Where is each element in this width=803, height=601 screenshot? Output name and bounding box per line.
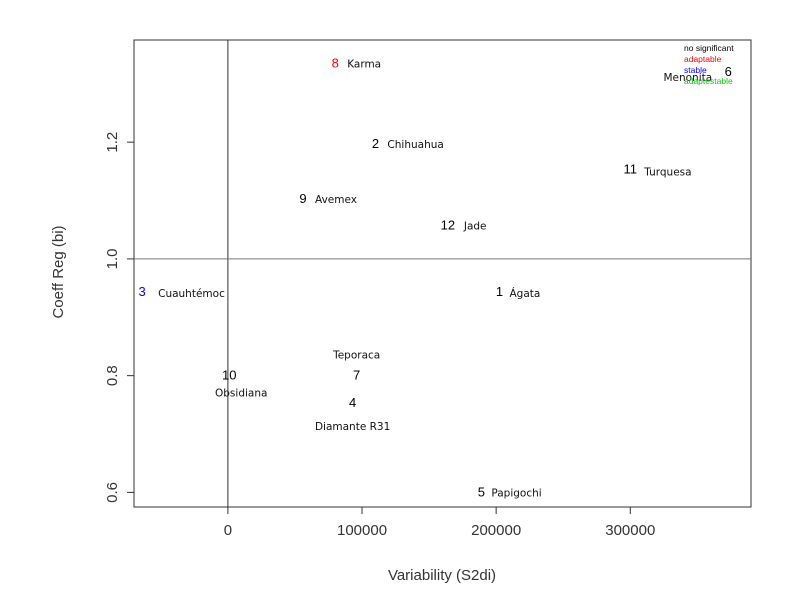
point-number-label: 9 — [299, 191, 306, 206]
point-number-label: 12 — [441, 218, 455, 233]
data-point: 5 Papigochi — [478, 484, 542, 499]
point-number-label: 7 — [353, 368, 360, 383]
point-number-label: 3 — [139, 284, 146, 299]
data-point: 7 Teporaca — [332, 350, 380, 383]
legend-entry: adaptable — [684, 54, 722, 64]
point-number-label: 8 — [332, 55, 339, 70]
data-point: 4 Diamante R31 — [315, 395, 390, 433]
point-number-label: 5 — [478, 484, 485, 499]
point-number-label: 10 — [222, 368, 236, 383]
point-number-label: 2 — [372, 136, 379, 151]
data-point: 11 Turquesa — [624, 162, 692, 179]
data-point: 12 Jade — [441, 218, 487, 233]
point-number-label: 1 — [496, 284, 503, 299]
y-axis-title: Coeff Reg (bi) — [50, 225, 67, 318]
data-point: 3 Cuauhtémoc — [139, 284, 226, 300]
point-name-label: Turquesa — [643, 167, 691, 179]
point-name-label: Menonita — [663, 72, 712, 84]
legend-entry: stable — [684, 65, 707, 75]
x-axis-title: Variability (S2di) — [388, 567, 496, 584]
data-point: 6 Menonita — [663, 64, 731, 84]
point-name-label: Diamante R31 — [315, 421, 390, 433]
point-name-label: Obsidiana — [215, 388, 267, 400]
point-number-label: 4 — [349, 395, 356, 410]
x-tick-label: 0 — [224, 522, 232, 539]
legend: no significantadaptablestableadaptestabl… — [684, 43, 734, 86]
point-name-label: Cuauhtémoc — [158, 288, 225, 300]
point-name-label: Karma — [347, 58, 381, 70]
data-point: 1 Ágata — [496, 284, 540, 300]
y-tick-label: 1.2 — [104, 132, 121, 153]
point-name-label: Jade — [463, 221, 487, 233]
y-tick-label: 0.6 — [104, 482, 121, 503]
plot-frame — [133, 39, 752, 508]
point-name-label: Ágata — [509, 287, 540, 300]
point-name-label: Avemex — [315, 194, 357, 206]
x-tick-label: 100000 — [337, 522, 387, 539]
point-name-label: Teporaca — [332, 350, 380, 362]
data-point: 9 Avemex — [299, 191, 357, 206]
point-number-label: 11 — [624, 162, 638, 177]
y-tick-label: 1.0 — [104, 248, 121, 269]
point-name-label: Papigochi — [491, 487, 541, 499]
point-number-label: 6 — [725, 64, 732, 79]
data-point: 10 Obsidiana — [215, 368, 267, 400]
legend-entry: adaptestable — [684, 76, 733, 86]
x-tick-label: 300000 — [605, 522, 655, 539]
data-point: 2 Chihuahua — [372, 136, 444, 151]
legend-entry: no significant — [684, 43, 734, 53]
x-tick-label: 200000 — [471, 522, 521, 539]
y-tick-label: 0.8 — [104, 365, 121, 386]
point-name-label: Chihuahua — [387, 139, 443, 151]
data-point: 8 Karma — [332, 55, 382, 70]
